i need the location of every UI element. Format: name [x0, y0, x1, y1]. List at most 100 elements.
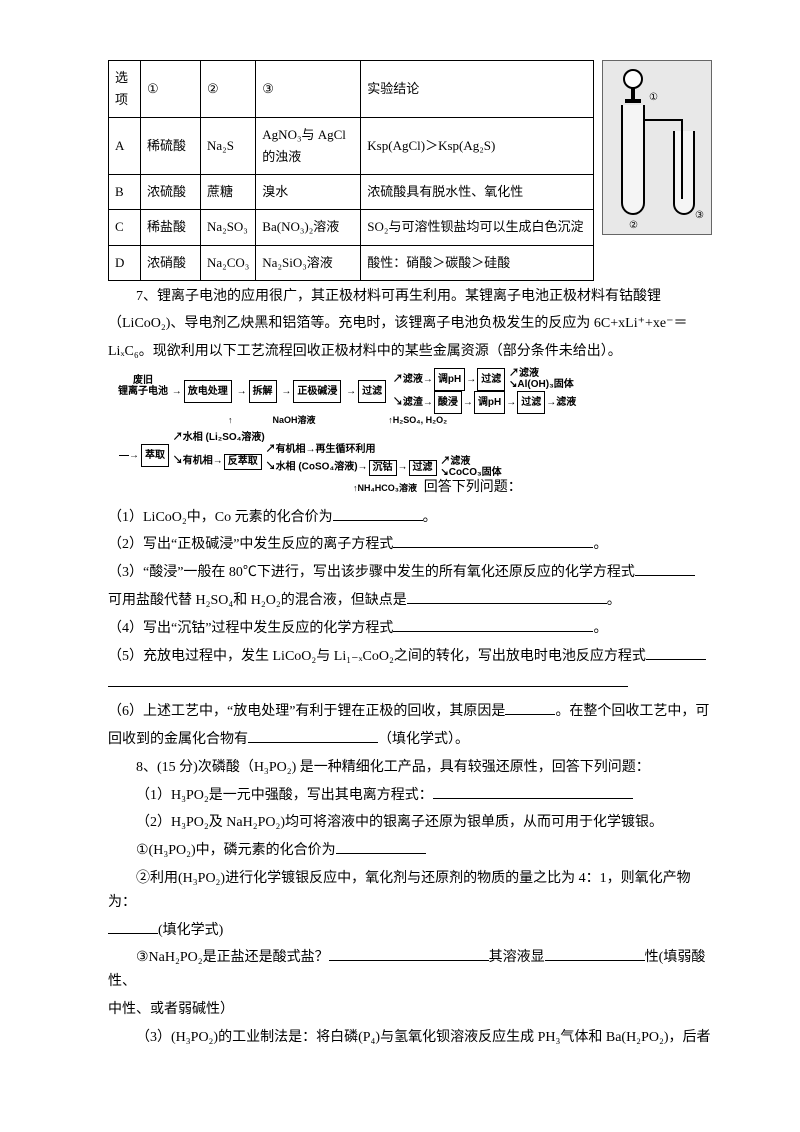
flow-box: 过滤: [409, 460, 437, 476]
cell: 稀盐酸: [141, 210, 201, 245]
cell: 稀硫酸: [141, 118, 201, 175]
flow-box: 过滤: [477, 368, 505, 391]
flow-text: 锂离子电池: [118, 386, 168, 397]
blank: [336, 840, 426, 854]
q7-5: （5）充放电过程中，发生 LiCoO₂与 Li₁₋ₓCoO₂之间的转化，写出放电…: [108, 645, 712, 669]
q7-intro3: LiₓC₆。现欲利用以下工艺流程回收正极材料中的某些金属资源（部分条件未给出）。: [108, 340, 712, 364]
text: 。: [593, 537, 607, 552]
flow-box: 调pH: [474, 391, 505, 414]
cell: D: [109, 245, 141, 280]
q7-intro1: 7、锂离子电池的应用很广，其正极材料可再生利用。某锂离子电池正极材料有钴酸锂: [108, 285, 712, 309]
text: 。: [423, 510, 437, 525]
label-2: ②: [629, 217, 638, 234]
table-header-row: 选项 ① ② ③ 实验结论: [109, 61, 594, 118]
blank: [407, 590, 607, 604]
table-row: A 稀硫酸 Na₂S AgNO₃与 AgCl 的浊液 Ksp(AgCl)＞Ksp…: [109, 118, 594, 175]
blank: [333, 507, 423, 521]
q7-1: （1）LiCoO₂中，Co 元素的化合价为 。: [108, 506, 712, 530]
answer-prompt: 回答下列问题：: [424, 480, 522, 495]
text: ③NaH₂PO₂是正盐还是酸式盐？: [136, 950, 329, 965]
th-conclusion: 实验结论: [361, 61, 594, 118]
cell: Na₂S: [201, 118, 256, 175]
text: （4）写出“沉钴”过程中发生反应的化学方程式: [108, 621, 393, 636]
flow-text: Al(OH)₃固体: [517, 379, 573, 390]
blank: [635, 562, 695, 576]
blank: [545, 947, 645, 961]
flow-box: 萃取: [141, 444, 169, 467]
text: （5）充放电过程中，发生 LiCoO₂与 Li₁₋ₓCoO₂之间的转化，写出放电…: [108, 649, 646, 664]
text: 可用盐酸代替 H₂SO₄和 H₂O₂的混合液，但缺点是: [108, 593, 407, 608]
flow-text: 滤液: [403, 374, 423, 385]
flow-text: NH₄HCO₃溶液: [358, 483, 417, 493]
q8-intro: 8、(15 分)次磷酸（H₃PO₂) 是一种精细化工产品，具有较强还原性，回答下…: [108, 756, 712, 780]
blank: [433, 785, 633, 799]
text: （1）LiCoO₂中，Co 元素的化合价为: [108, 510, 333, 525]
cell: 溴水: [256, 175, 361, 210]
cell: 浓硫酸具有脱水性、氧化性: [361, 175, 594, 210]
text: （填化学式）。: [378, 732, 469, 747]
apparatus-diagram: ① ② ③: [602, 60, 712, 235]
flow-box: 放电处理: [184, 380, 232, 403]
flow-text: 滤渣: [403, 397, 423, 408]
flow-text: 滤液: [519, 368, 539, 379]
process-flow-diagram: 废旧锂离子电池 →放电处理 →拆解 →正极碱浸 →过滤 ↗滤液→调pH→过滤 ↗…: [118, 368, 712, 502]
th-2: ②: [201, 61, 256, 118]
q8-2: （2）H₃PO₂及 NaH₂PO₂)均可将溶液中的银离子还原为银单质，从而可用于…: [108, 811, 712, 835]
cell: 酸性：硝酸＞碳酸＞硅酸: [361, 245, 594, 280]
flow-box: 反萃取: [224, 454, 262, 470]
cell: 浓硫酸: [141, 175, 201, 210]
blank: [646, 646, 706, 660]
table-row: D 浓硝酸 Na₂CO₃ Na₂SiO₃溶液 酸性：硝酸＞碳酸＞硅酸: [109, 245, 594, 280]
q7-6b: 回收到的金属化合物有（填化学式）。: [108, 728, 712, 752]
text: 。在整个回收工艺中，可: [555, 704, 709, 719]
funnel-icon: [623, 69, 643, 89]
blank: [329, 947, 489, 961]
flow-text: 水相 (Li₂SO₄溶液): [183, 432, 265, 443]
q7-3: （3）“酸浸”一般在 80℃下进行，写出该步骤中发生的所有氧化还原反应的化学方程…: [108, 561, 712, 585]
experiment-table: 选项 ① ② ③ 实验结论 A 稀硫酸 Na₂S AgNO₃与 AgCl 的浊液…: [108, 60, 594, 281]
cell: SO₂与可溶性钡盐均可以生成白色沉淀: [361, 210, 594, 245]
cell: Na₂CO₃: [201, 245, 256, 280]
flow-box: 正极碱浸: [293, 380, 341, 403]
blank: [108, 673, 628, 687]
flow-text: 滤液: [556, 397, 576, 408]
q8-s3d: 中性、或者弱碱性）: [108, 998, 712, 1022]
flow-box: 拆解: [249, 380, 277, 403]
text: (填化学式): [158, 923, 223, 938]
flow-text: 滤液: [450, 456, 470, 467]
th-3: ③: [256, 61, 361, 118]
flow-box: 沉钴: [369, 460, 397, 476]
blank: [248, 729, 378, 743]
flow-box: 调pH: [434, 368, 465, 391]
text: （6）上述工艺中，“放电处理”有利于锂在正极的回收，其原因是: [108, 704, 505, 719]
label-3: ③: [695, 207, 704, 224]
th-option: 选项: [109, 61, 141, 118]
text: （3）“酸浸”一般在 80℃下进行，写出该步骤中发生的所有氧化还原反应的化学方程…: [108, 565, 635, 580]
flow-box: 过滤: [517, 391, 545, 414]
table-row: B 浓硫酸 蔗糖 溴水 浓硫酸具有脱水性、氧化性: [109, 175, 594, 210]
text: 。: [607, 593, 621, 608]
q7-3b: 可用盐酸代替 H₂SO₄和 H₂O₂的混合液，但缺点是 。: [108, 589, 712, 613]
flow-text: 有机相: [183, 456, 213, 467]
th-1: ①: [141, 61, 201, 118]
text: ①(H₃PO₂)中，磷元素的化合价为: [136, 843, 336, 858]
q8-3: （3）(H₃PO₂)的工业制法是：将白磷(P₄)与氢氧化钡溶液反应生成 PH₃气…: [108, 1026, 712, 1050]
text: （2）写出“正极碱浸”中发生反应的离子方程式: [108, 537, 393, 552]
cell: 蔗糖: [201, 175, 256, 210]
q8-s2a: ②利用(H₃PO₂)进行化学镀银反应中，氧化剂与还原剂的物质的量之比为 4：1，…: [108, 867, 712, 915]
delivery-tube-down: [681, 119, 683, 199]
text: （1）H₃PO₂是一元中强酸，写出其电离方程式：: [136, 788, 433, 803]
cell: C: [109, 210, 141, 245]
flow-text: 有机相→再生循环利用: [276, 444, 376, 455]
q8-s3: ③NaH₂PO₂是正盐还是酸式盐？其溶液显性(填弱酸性、: [108, 946, 712, 994]
q7-5-blank: [108, 672, 712, 696]
blank: [393, 618, 593, 632]
text: 。: [593, 621, 607, 636]
cell: Na₂SiO₃溶液: [256, 245, 361, 280]
flow-text: 废旧: [133, 375, 153, 386]
flow-text: NaOH溶液: [273, 415, 316, 425]
blank: [108, 920, 158, 934]
q7-intro2: （LiCoO₂)、导电剂乙炔黑和铝箔等。充电时，该锂离子电池负极发生的反应为 6…: [108, 312, 712, 336]
text: 其溶液显: [489, 950, 545, 965]
q7-4: （4）写出“沉钴”过程中发生反应的化学方程式 。: [108, 617, 712, 641]
